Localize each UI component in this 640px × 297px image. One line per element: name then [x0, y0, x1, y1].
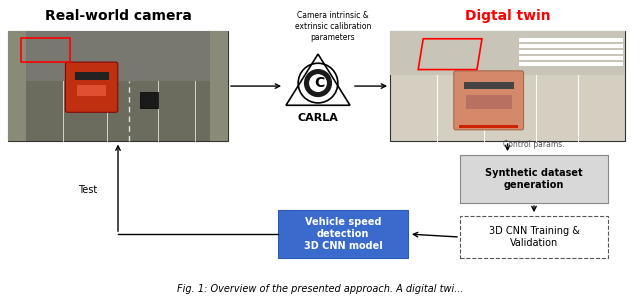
Bar	[21, 38, 70, 62]
Bar	[466, 95, 512, 109]
Text: Control params.: Control params.	[503, 140, 565, 149]
Bar	[8, 31, 26, 141]
Bar	[460, 216, 608, 258]
Text: Test: Test	[78, 185, 97, 195]
Text: C: C	[314, 76, 324, 90]
Bar	[211, 31, 228, 141]
Text: Real-world camera: Real-world camera	[45, 9, 191, 23]
Bar	[390, 31, 625, 141]
Circle shape	[304, 69, 332, 97]
FancyBboxPatch shape	[65, 62, 118, 112]
Bar	[519, 50, 623, 54]
Text: Synthetic dataset
generation: Synthetic dataset generation	[485, 168, 583, 190]
Bar	[278, 210, 408, 258]
Circle shape	[309, 74, 327, 92]
Text: Vehicle speed
detection
3D CNN model: Vehicle speed detection 3D CNN model	[303, 217, 382, 252]
Text: Digtal twin: Digtal twin	[465, 9, 550, 23]
Bar	[77, 85, 106, 97]
Text: Camera intrinsic &
extrinsic calibration
parameters: Camera intrinsic & extrinsic calibration…	[295, 11, 371, 42]
Bar	[140, 91, 157, 108]
Bar	[464, 82, 514, 89]
Bar	[459, 124, 518, 128]
Bar	[519, 62, 623, 66]
Bar	[75, 72, 109, 80]
Bar	[519, 56, 623, 60]
Text: 3D CNN Training &
Validation: 3D CNN Training & Validation	[488, 226, 579, 248]
Text: Fig. 1: Overview of the presented approach. A digital twi...: Fig. 1: Overview of the presented approa…	[177, 284, 463, 294]
Bar	[519, 44, 623, 48]
Bar	[8, 31, 228, 80]
Bar	[460, 155, 608, 203]
FancyBboxPatch shape	[454, 71, 524, 130]
Bar	[390, 31, 625, 75]
Bar	[8, 31, 228, 141]
Text: CARLA: CARLA	[298, 113, 339, 123]
Bar	[519, 38, 623, 42]
